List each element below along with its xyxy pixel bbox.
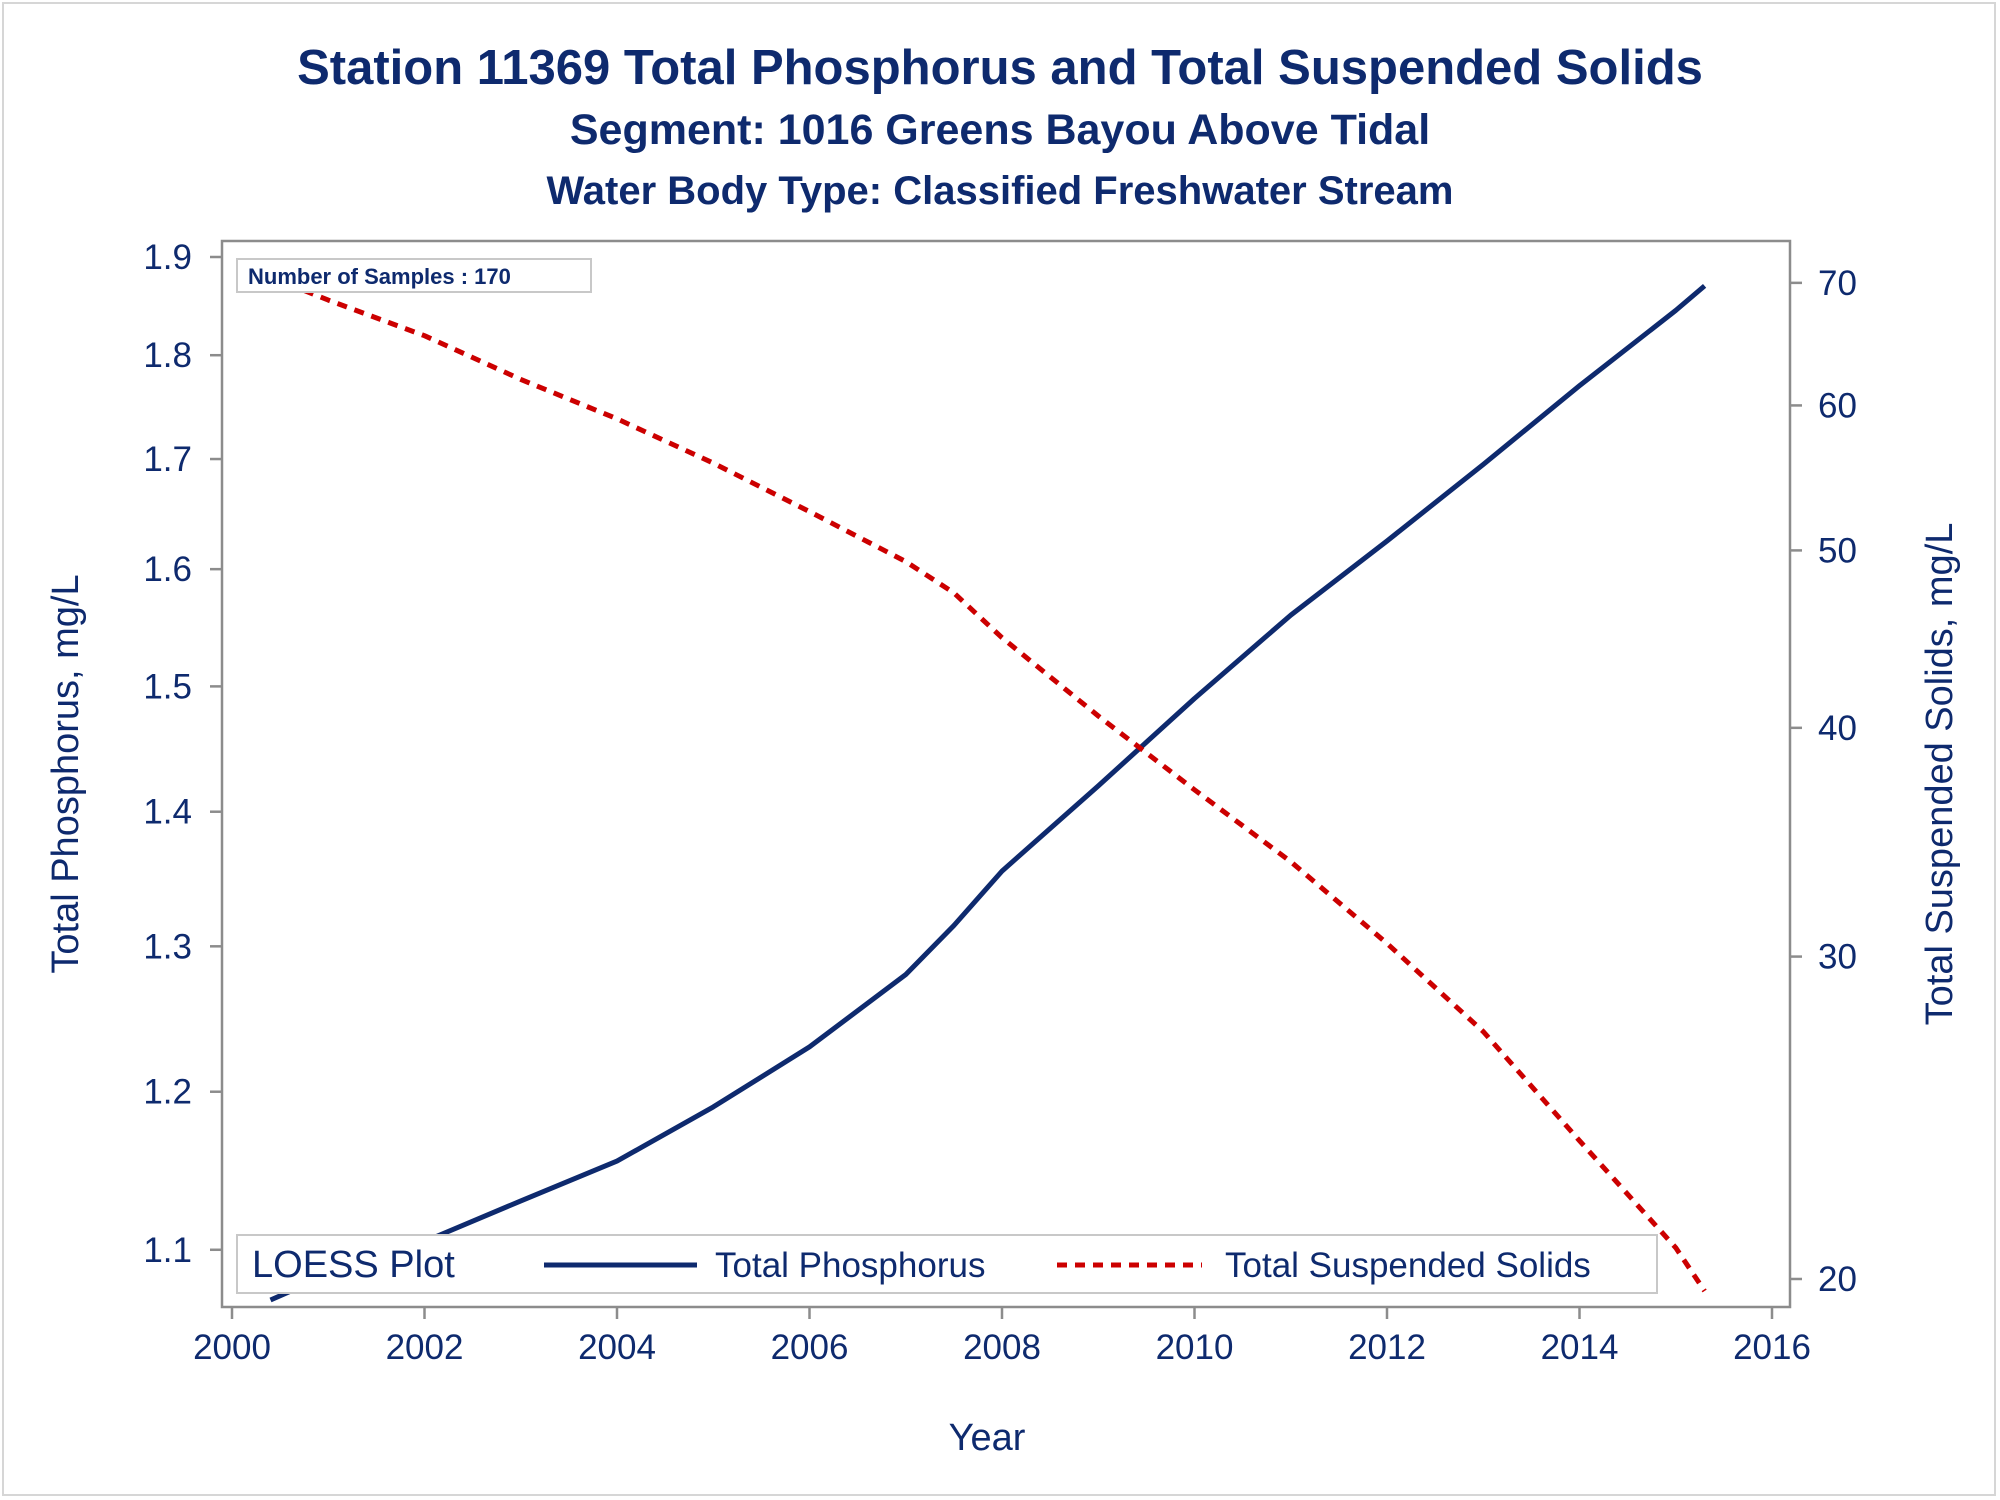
note-box xyxy=(236,258,592,293)
y2-tick-label: 20 xyxy=(1818,1260,1857,1299)
x-tick-label: 2014 xyxy=(1541,1328,1619,1367)
y-tick-label: 1.1 xyxy=(143,1231,192,1270)
y-tick-label: 1.6 xyxy=(143,550,192,589)
legend: LOESS Plot Total Phosphorus Total Suspen… xyxy=(236,1234,1658,1294)
legend-title: LOESS Plot xyxy=(252,1244,455,1286)
series-line-total-suspended-solids xyxy=(269,274,1707,1293)
x-axis-title: Year xyxy=(949,1417,1026,1459)
y-tick-label: 1.7 xyxy=(143,440,192,479)
legend-label-phosphorus: Total Phosphorus xyxy=(715,1246,985,1285)
y2-tick-label: 40 xyxy=(1818,709,1857,748)
y-tick-label: 1.3 xyxy=(143,927,192,966)
y2-tick-label: 50 xyxy=(1818,531,1857,570)
x-tick-label: 2000 xyxy=(193,1328,271,1367)
x-tick-label: 2012 xyxy=(1348,1328,1426,1367)
x-tick-label: 2002 xyxy=(386,1328,464,1367)
x-axis: 2000 2002 2004 2006 2008 2010 2012 2014 2016 xyxy=(193,1307,1811,1367)
legend-box xyxy=(236,1234,1658,1294)
y-tick-label: 1.4 xyxy=(143,793,192,832)
x-tick-label: 2004 xyxy=(578,1328,656,1367)
y-tick-label: 1.2 xyxy=(143,1073,192,1112)
y2-axis-title: Total Suspended Solids, mg/L xyxy=(1919,523,1961,1026)
y-tick-label: 1.8 xyxy=(143,336,192,375)
x-tick-label: 2016 xyxy=(1733,1328,1811,1367)
chart-subtitle: Segment: 1016 Greens Bayou Above Tidal xyxy=(569,106,1431,154)
series-lines xyxy=(269,274,1707,1303)
chart-title: Station 11369 Total Phosphorus and Total… xyxy=(297,41,1703,95)
y2-tick-label: 70 xyxy=(1818,264,1857,303)
y-axis-title: Total Phosphorus, mg/L xyxy=(45,574,87,973)
x-tick-label: 2008 xyxy=(963,1328,1041,1367)
y-tick-label: 1.9 xyxy=(143,238,192,277)
y-tick-label: 1.5 xyxy=(143,667,192,706)
plot-area xyxy=(220,239,1792,1309)
x-tick-label: 2006 xyxy=(771,1328,849,1367)
y2-tick-label: 60 xyxy=(1818,386,1857,425)
note-text: Number of Samples : 170 xyxy=(248,264,511,289)
y2-tick-label: 30 xyxy=(1818,938,1857,977)
x-tick-label: 2010 xyxy=(1156,1328,1234,1367)
y-axis-right: 20 30 40 50 60 70 xyxy=(1790,264,1857,1299)
sample-count-note: Number of Samples : 170 xyxy=(236,258,592,293)
chart-subtitle-2: Water Body Type: Classified Freshwater S… xyxy=(546,169,1454,213)
legend-label-tss: Total Suspended Solids xyxy=(1225,1246,1591,1285)
y-axis-left: 1.1 1.2 1.3 1.4 1.5 1.6 1.7 1.8 1.9 xyxy=(143,238,222,1270)
series-line-total-phosphorus xyxy=(269,283,1707,1303)
